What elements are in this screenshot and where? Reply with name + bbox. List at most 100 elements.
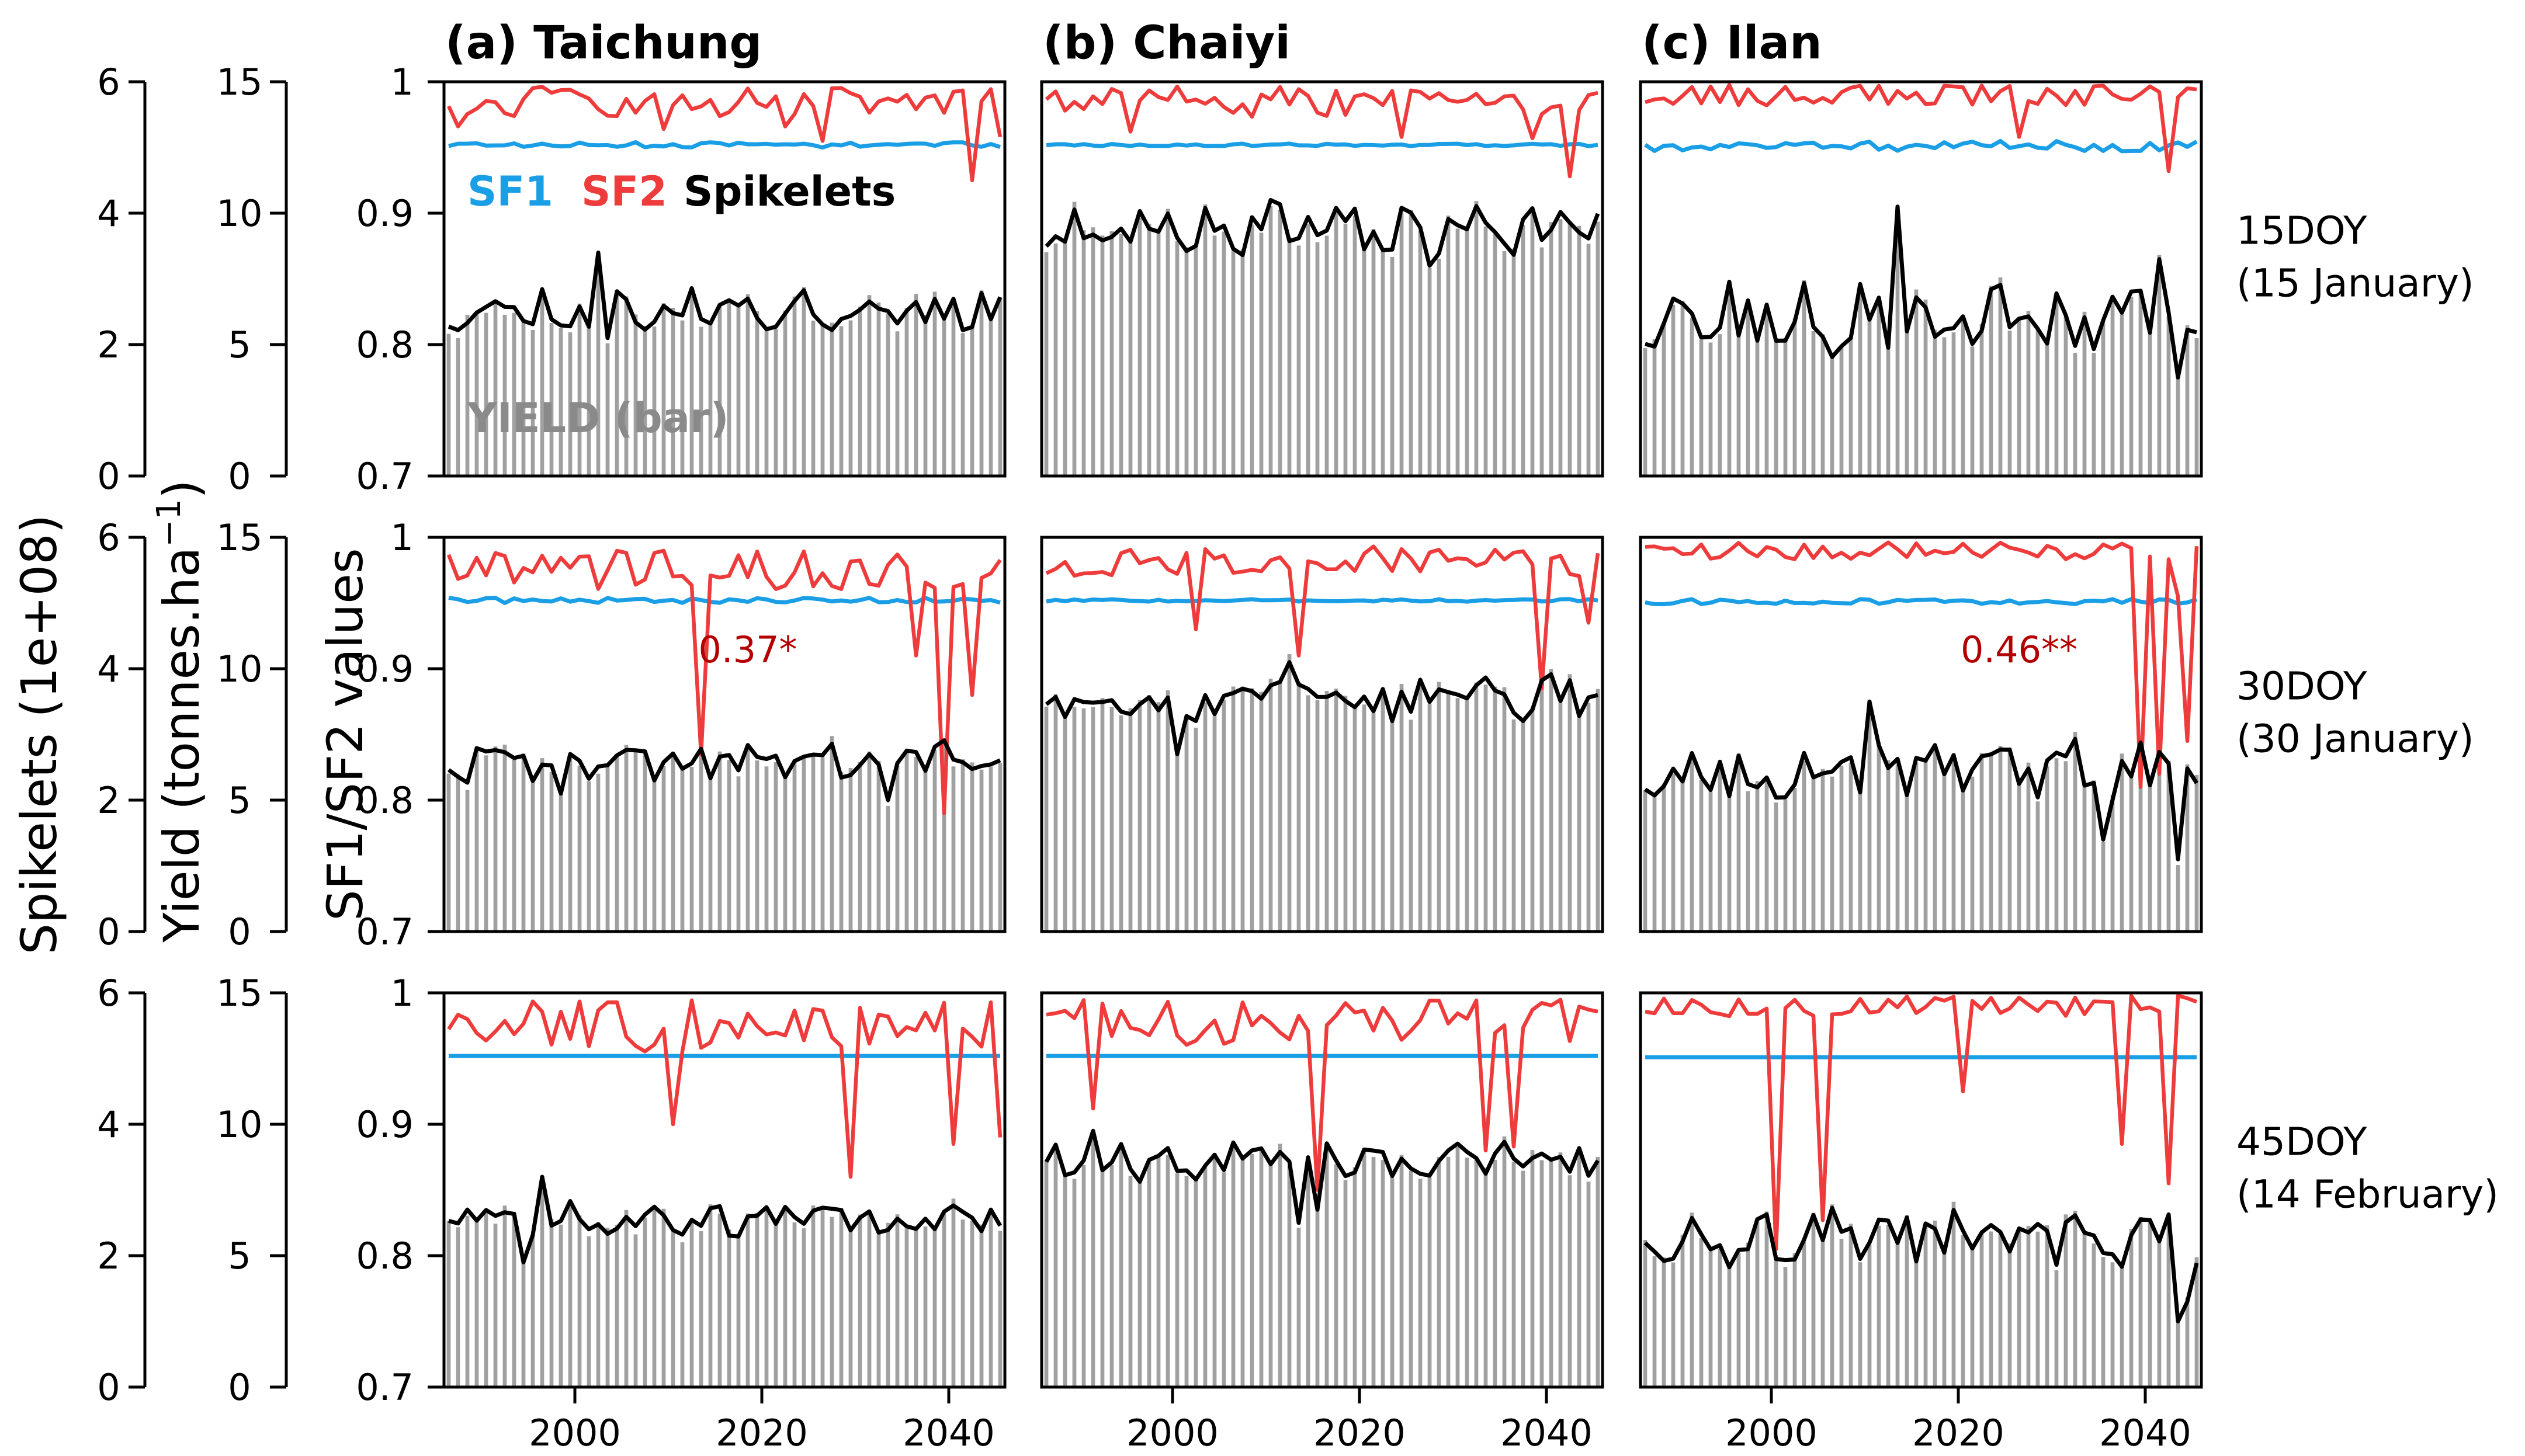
yield-bar xyxy=(1362,248,1366,476)
yield-bar xyxy=(1175,749,1180,932)
x-tick-label: 2000 xyxy=(1126,1412,1219,1453)
panel-frame xyxy=(1639,991,2203,1389)
yield-bar xyxy=(1858,291,1862,476)
yield-bar xyxy=(2073,353,2077,476)
yield-bar xyxy=(559,1224,563,1387)
yield-bar xyxy=(1147,695,1151,932)
sf2-series-line xyxy=(1645,993,2198,1252)
yield-bar xyxy=(2007,331,2012,476)
yield-bar xyxy=(2082,783,2087,932)
yield-bar xyxy=(1222,231,1226,476)
yield-bar xyxy=(1053,694,1058,932)
x-tick-label: 2000 xyxy=(529,1412,621,1453)
yield-bar xyxy=(1643,790,1648,932)
yield-bar xyxy=(736,304,741,476)
yield-bar xyxy=(717,751,722,932)
yield-bar xyxy=(1166,1155,1170,1387)
yield-bar xyxy=(727,760,731,932)
yield-bar xyxy=(2157,255,2162,476)
yield-bar xyxy=(1764,777,1769,932)
yield-bar xyxy=(1970,776,1975,932)
yield-bar xyxy=(1240,1159,1245,1387)
yield-bar xyxy=(2148,1219,2152,1387)
yield-bar xyxy=(876,760,881,932)
legend-sf2: SF2 xyxy=(581,168,667,216)
yield-bar xyxy=(549,772,554,932)
yield-bar xyxy=(474,1218,479,1387)
yield-bar xyxy=(1736,753,1741,932)
yield-bar xyxy=(914,1230,918,1387)
yield-bar xyxy=(886,313,890,476)
yield-bar xyxy=(923,315,928,476)
yield-bar xyxy=(1483,226,1488,476)
yield-axis-title-main: Yield (tonnes.ha xyxy=(153,547,210,943)
yield-bar xyxy=(559,328,563,476)
yield-bar xyxy=(1895,764,1900,932)
yield-bar xyxy=(820,324,825,476)
yield-bar xyxy=(1306,695,1310,932)
yield-bar xyxy=(2054,1270,2059,1387)
yield-bar xyxy=(1315,1208,1320,1387)
yield-bar xyxy=(1212,235,1217,476)
yield-bar xyxy=(867,751,872,932)
yield-bar xyxy=(1877,1225,1881,1387)
yield-bar xyxy=(2082,1233,2087,1387)
yield-bar xyxy=(1184,717,1189,932)
yield-bar xyxy=(1091,707,1095,932)
yield-bar xyxy=(1222,700,1226,932)
yield-bar xyxy=(1671,1262,1676,1387)
yield-bar xyxy=(960,1219,965,1387)
yield-bar xyxy=(1895,1239,1900,1387)
yield-bar xyxy=(689,296,694,476)
spikelets-tick-label: 4 xyxy=(97,648,120,690)
yield-bar xyxy=(2110,795,2115,932)
yield-bar xyxy=(2017,318,2021,476)
yield-bar xyxy=(904,308,909,476)
yield-bar xyxy=(1886,1225,1891,1387)
yield-bar xyxy=(1324,1142,1329,1387)
yield-bar xyxy=(1044,706,1049,932)
yield-bar xyxy=(708,1204,713,1387)
yield-bar xyxy=(1970,346,1975,476)
yield-bar xyxy=(923,1226,928,1387)
yield-bar xyxy=(2026,762,2031,932)
yield-bar xyxy=(1558,219,1563,476)
yield-bar xyxy=(1643,348,1648,476)
yield-bar xyxy=(1895,205,1900,476)
yield-bar xyxy=(624,1210,629,1387)
yield-bar xyxy=(1830,776,1834,932)
yield-bar xyxy=(1802,760,1806,932)
yield-bar xyxy=(2176,1316,2180,1387)
yield-bar xyxy=(2157,1242,2162,1387)
yield-bar xyxy=(783,310,788,476)
yield-bar xyxy=(1942,337,1947,476)
panel-r1-c0 xyxy=(442,536,1007,933)
yield-bar xyxy=(802,757,806,932)
yield-bar xyxy=(1961,1235,1965,1387)
yield-bar xyxy=(1858,1262,1862,1387)
yield-bar xyxy=(568,332,573,476)
yield-bar xyxy=(1727,1264,1732,1387)
sf-tick-label: 0.7 xyxy=(356,1366,414,1409)
yield-bar xyxy=(1128,239,1133,476)
yield-tick-label: 5 xyxy=(228,324,251,366)
yield-bar xyxy=(512,759,516,932)
yield-bar xyxy=(1483,1167,1488,1387)
yield-bar xyxy=(989,1212,993,1387)
yield-bar xyxy=(1839,346,1844,476)
yield-bar xyxy=(830,1217,834,1387)
yield-bar xyxy=(643,1217,647,1387)
yield-bar xyxy=(1577,1153,1581,1387)
yield-bar xyxy=(2110,1262,2115,1387)
yield-bar xyxy=(1493,234,1497,476)
yield-bar xyxy=(923,771,928,932)
yield-bar xyxy=(2157,758,2162,932)
yield-bar xyxy=(745,749,750,932)
yield-bar xyxy=(1437,1157,1441,1387)
sf-tick-label: 0.9 xyxy=(356,1103,414,1146)
yield-bar xyxy=(1511,719,1516,932)
yield-bar xyxy=(1109,231,1114,476)
yield-bar xyxy=(1119,234,1123,476)
yield-bar xyxy=(764,327,769,476)
panel-frame xyxy=(442,80,1007,478)
